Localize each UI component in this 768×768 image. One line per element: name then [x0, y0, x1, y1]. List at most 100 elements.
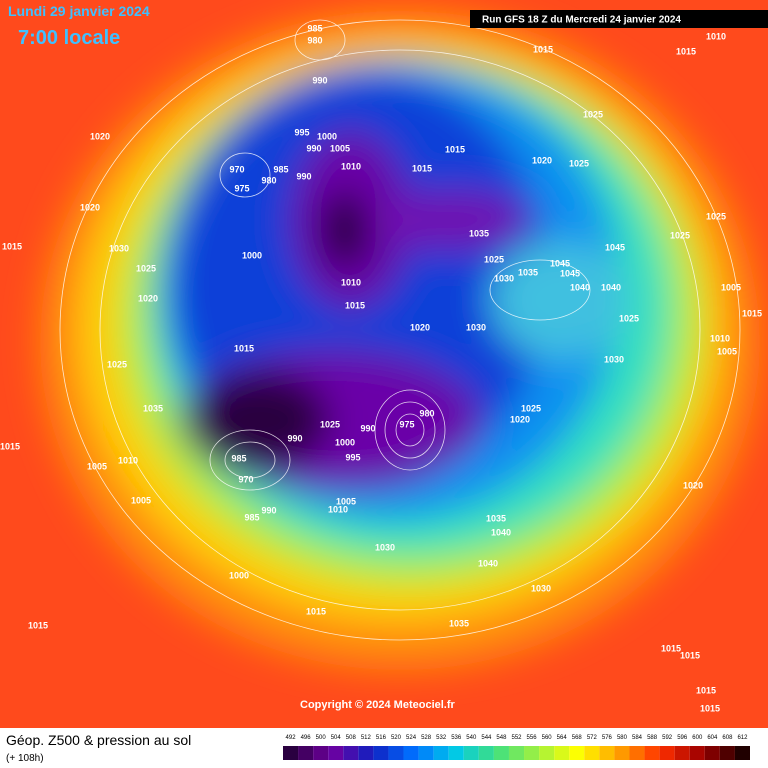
pressure-label: 1025 — [583, 109, 603, 119]
pressure-label: 1015 — [306, 606, 326, 616]
colorbar-tick-label: 568 — [572, 735, 583, 741]
colorbar-tick-label: 560 — [542, 735, 553, 741]
colorbar-swatch — [283, 746, 299, 760]
colorbar-tick-label: 572 — [587, 735, 598, 741]
colorbar-swatch — [508, 746, 525, 760]
pressure-label: 1040 — [601, 282, 621, 292]
colorbar-swatch — [433, 746, 449, 760]
colorbar-tick-label: 492 — [286, 735, 297, 741]
pressure-label: 1040 — [491, 527, 511, 537]
date: Lundi 29 janvier 2024 — [8, 3, 150, 19]
colorbar-tick-label: 592 — [662, 735, 673, 741]
pressure-label: 985 — [244, 512, 259, 522]
pressure-label: 1030 — [466, 322, 486, 332]
pressure-label: 1025 — [484, 254, 504, 264]
pressure-label: 1030 — [531, 583, 551, 593]
pressure-label: 990 — [296, 171, 311, 181]
pressure-label: 1025 — [136, 263, 156, 273]
copyright: Copyright © 2024 Meteociel.fr — [300, 699, 456, 711]
pressure-label: 1045 — [550, 258, 570, 268]
pressure-label: 1005 — [717, 346, 737, 356]
colorbar-swatch — [493, 746, 509, 760]
footer-title: Géop. Z500 & pression au sol — [6, 732, 191, 748]
pressure-label: 1005 — [336, 496, 356, 506]
colorbar: 492 496 500 504 508 512 516 520 524 528 532 536 540 5… — [283, 735, 750, 760]
pressure-label: 1035 — [143, 403, 163, 413]
colorbar-tick-label: 528 — [421, 735, 432, 741]
pressure-label: 1015 — [0, 441, 20, 451]
colorbar-swatch — [599, 746, 615, 760]
pressure-label: 1020 — [80, 202, 100, 212]
colorbar-tick-label: 608 — [722, 735, 733, 741]
colorbar-swatch — [298, 746, 314, 760]
pressure-label: 1040 — [478, 558, 498, 568]
colorbar-tick-label: 536 — [451, 735, 462, 741]
pressure-label: 985 — [307, 23, 322, 33]
colorbar-tick-label: 584 — [632, 735, 643, 741]
colorbar-swatch — [659, 746, 675, 760]
pressure-label: 1000 — [335, 437, 355, 447]
colorbar-swatch — [448, 746, 464, 760]
colorbar-tick-label: 564 — [557, 735, 568, 741]
pressure-label: 990 — [261, 505, 276, 515]
colorbar-tick-label: 520 — [391, 735, 402, 741]
pressure-label: 1030 — [109, 243, 129, 253]
pressure-label: 1005 — [87, 461, 107, 471]
colorbar-tick-label: 496 — [301, 735, 312, 741]
pressure-label: 1020 — [683, 480, 703, 490]
pressure-label: 1015 — [412, 163, 432, 173]
pressure-label: 980 — [419, 408, 434, 418]
map-background — [0, 0, 768, 728]
pressure-label: 990 — [306, 143, 321, 153]
pressure-label: 1025 — [320, 419, 340, 429]
pressure-label: 1005 — [131, 495, 151, 505]
pressure-label: 1020 — [532, 155, 552, 165]
pressure-label: 1030 — [604, 354, 624, 364]
pressure-label: 1000 — [317, 131, 337, 141]
colorbar-tick-label: 504 — [331, 735, 342, 741]
colorbar-tick-label: 548 — [496, 735, 507, 741]
pressure-label: 1015 — [661, 643, 681, 653]
pressure-label: 1035 — [469, 228, 489, 238]
pressure-label: 1000 — [242, 250, 262, 260]
pressure-label: 1025 — [706, 211, 726, 221]
colorbar-tick-label: 552 — [511, 735, 522, 741]
colorbar-tick-label: 532 — [436, 735, 447, 741]
colorbar-swatch — [584, 746, 600, 760]
pressure-label: 1035 — [449, 618, 469, 628]
colorbar-swatch — [388, 746, 404, 760]
colorbar-swatch — [674, 746, 690, 760]
pressure-label: 975 — [234, 183, 249, 193]
pressure-label: 1025 — [107, 359, 127, 369]
pressure-label: 1010 — [328, 504, 348, 514]
pressure-label: 1025 — [619, 313, 639, 323]
pressure-label: 1040 — [570, 282, 590, 292]
colorbar-swatch — [614, 746, 630, 760]
run-info: Run GFS 18 Z du Mercredi 24 janvier 2024 — [482, 15, 681, 26]
pressure-label: 1015 — [700, 703, 720, 713]
colorbar-swatch — [373, 746, 389, 760]
pressure-label: 990 — [360, 423, 375, 433]
colorbar-tick-label: 556 — [527, 735, 538, 741]
pressure-label: 980 — [261, 175, 276, 185]
colorbar-tick-label: 600 — [692, 735, 703, 741]
pressure-label: 1015 — [345, 300, 365, 310]
pressure-label: 1025 — [521, 403, 541, 413]
colorbar-tick-label: 540 — [466, 735, 477, 741]
pressure-label: 1020 — [510, 414, 530, 424]
colorbar-swatch — [554, 746, 570, 760]
colorbar-swatch — [328, 746, 344, 760]
colorbar-tick-label: 524 — [406, 735, 417, 741]
colorbar-swatch — [644, 746, 660, 760]
pressure-label: 1015 — [28, 620, 48, 630]
colorbar-swatch — [734, 746, 750, 760]
pressure-label: 1025 — [569, 158, 589, 168]
pressure-label: 1020 — [410, 322, 430, 332]
colorbar-swatch — [524, 746, 540, 760]
colorbar-swatch — [569, 746, 585, 760]
pressure-label: 1020 — [138, 293, 158, 303]
pressure-label: 1005 — [721, 282, 741, 292]
pressure-label: 1045 — [560, 268, 580, 278]
